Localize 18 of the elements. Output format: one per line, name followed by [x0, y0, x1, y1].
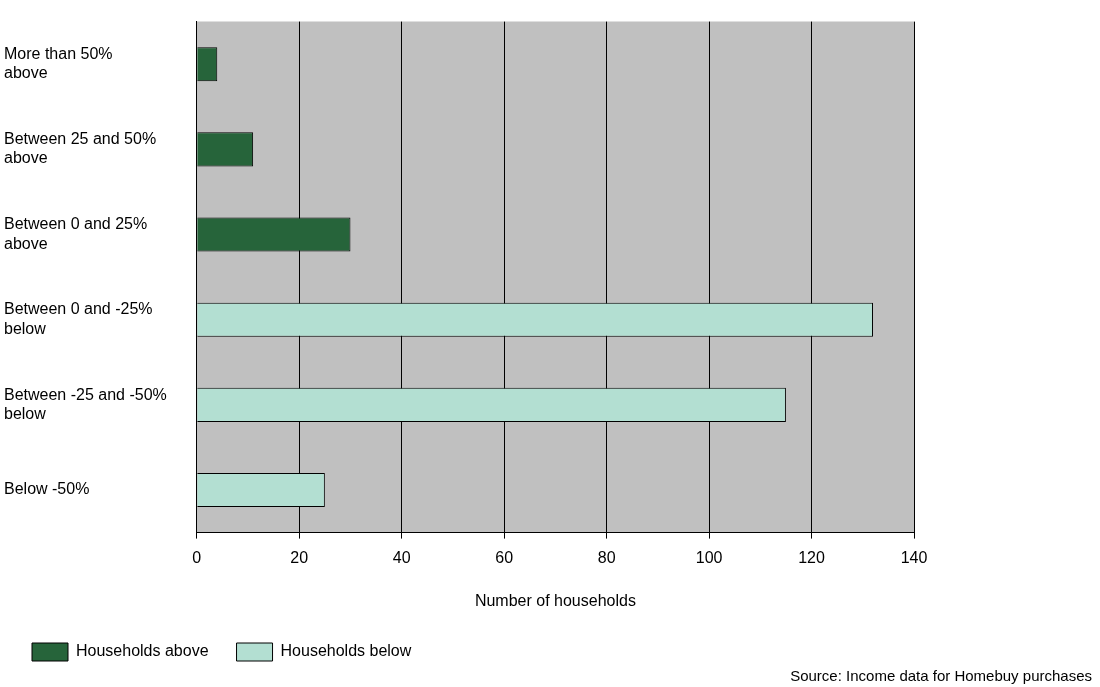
source-note: Source: Income data for Homebuy purchases [790, 667, 1092, 685]
x-tick-label: 120 [798, 548, 825, 566]
y-tick-label: Between -25 and -50% below [4, 385, 167, 422]
x-tick-label: 20 [290, 548, 309, 566]
x-tick-label: 100 [695, 548, 723, 566]
x-tick-label: 140 [900, 548, 928, 566]
y-tick-label: Below -50% [4, 480, 90, 498]
y-tick-label: More than 50% above [4, 44, 113, 82]
legend-label: Households below [280, 642, 412, 660]
x-axis-title: Number of households [474, 591, 636, 609]
x-tick-label: 60 [495, 548, 514, 566]
x-tick-label: 40 [392, 548, 411, 566]
y-tick-label: Between 0 and 25% above [4, 215, 148, 252]
y-tick-label: Between 0 and -25% below [4, 300, 153, 337]
y-tick-label: Between 25 and 50% above [4, 130, 157, 167]
legend-label: Households above [76, 642, 209, 660]
x-tick-label: 0 [192, 548, 202, 566]
x-tick-label: 80 [597, 548, 616, 566]
